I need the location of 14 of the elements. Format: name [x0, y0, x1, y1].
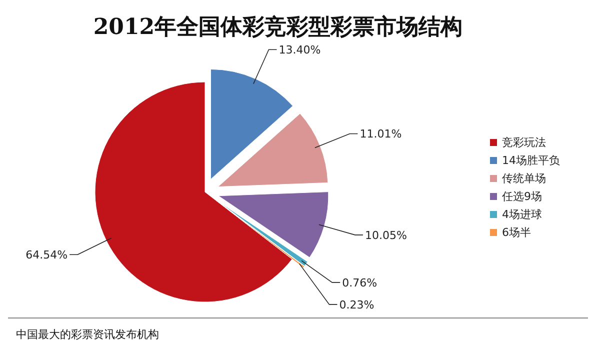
legend-label: 14场胜平负	[502, 154, 560, 167]
data-label: 11.01%	[360, 128, 402, 141]
data-label: 0.23%	[339, 298, 374, 312]
data-label: 0.76%	[342, 276, 378, 290]
text: 中国最大的彩票资讯发布机构	[16, 328, 159, 341]
legend-label: 任选9场	[501, 190, 542, 203]
data-label: 10.05%	[364, 228, 407, 242]
legend-label: 竞彩玩法	[502, 136, 546, 149]
data-label: 13.40%	[278, 44, 321, 57]
legend-label: 4场进球	[502, 208, 542, 221]
chart-title: 2012年全国体彩竞彩型彩票市场结构	[93, 14, 463, 40]
data-label: 64.54%	[26, 248, 68, 262]
legend-label: 传统单场	[502, 172, 546, 185]
legend-label: 6场半	[502, 226, 531, 239]
